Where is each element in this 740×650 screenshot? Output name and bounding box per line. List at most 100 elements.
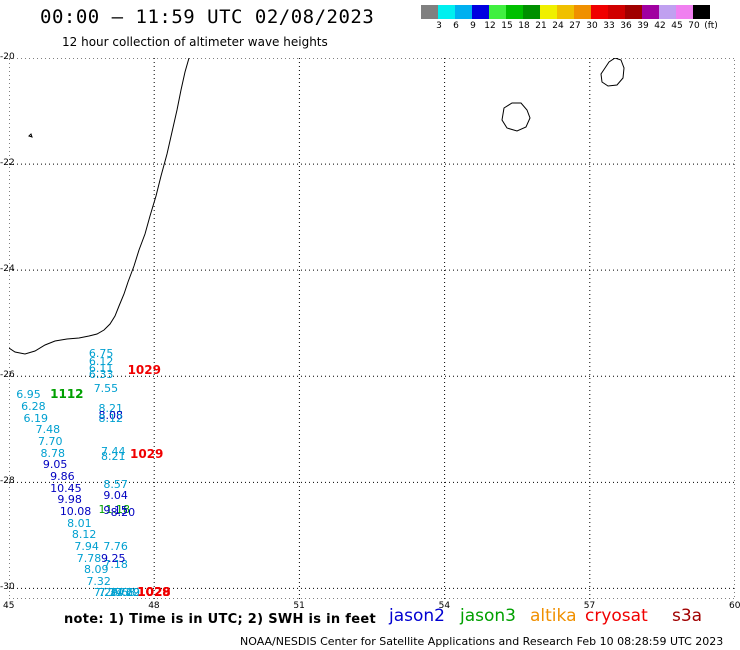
legend-label: 12	[484, 21, 496, 31]
map-plot-area: 6.75 6.12 6.11 6.33 7.55 1029 6.95 1112 6.28 6.19…	[9, 58, 735, 599]
legend-label: 9	[470, 21, 476, 31]
legend-swatch	[625, 5, 642, 19]
legend-label: 42	[654, 21, 666, 31]
legend-swatch	[574, 5, 591, 19]
legend-swatch	[506, 5, 523, 19]
wave-height-label: 8.57	[103, 477, 128, 491]
wave-height-label: 8.09	[84, 563, 109, 577]
wave-height-label: 6.28	[21, 399, 46, 413]
wave-height-label: 9.98	[57, 493, 82, 507]
wave-height-label: 6.95	[16, 387, 41, 401]
wave-height-label: 7.32	[86, 575, 111, 589]
footer-note: note: 1) Time is in UTC; 2) SWH is in fe…	[64, 612, 376, 627]
wave-height-label: 1112	[50, 386, 84, 401]
legend-swatch	[455, 5, 472, 19]
satellite-label-jason3: jason3	[460, 606, 516, 626]
wave-height-label: 7.62	[115, 586, 140, 599]
legend-swatch	[557, 5, 574, 19]
y-tick-label: -22	[0, 158, 15, 169]
wave-height-label: 8.20	[110, 505, 136, 519]
wave-height-label: 7.44	[100, 445, 126, 459]
x-tick-label: 51	[293, 601, 305, 611]
legend-label: 70	[688, 21, 700, 31]
wave-height-label: 8.12	[71, 528, 97, 542]
satellite-label-s3a: s3a	[672, 606, 703, 626]
legend-label: 30	[586, 21, 598, 31]
legend-label: 24	[552, 21, 564, 31]
legend-swatch	[540, 5, 557, 19]
wave-height-label: 7.37	[98, 586, 124, 599]
x-tick-label: 45	[3, 601, 15, 611]
y-tick-label: -24	[0, 264, 15, 275]
wave-height-label: 8.08	[98, 409, 124, 422]
wave-height-label: 8.21	[100, 449, 126, 463]
wave-height-label: 7.48	[35, 423, 61, 437]
wave-height-label: 7.79	[115, 586, 140, 599]
legend-swatch	[693, 5, 710, 19]
wave-height-label: 6.12	[88, 354, 114, 368]
legend-swatch	[472, 5, 489, 19]
legend-swatch	[421, 5, 438, 19]
wave-height-label: 10.45	[50, 481, 82, 495]
madagascar-coastline	[9, 58, 190, 355]
color-legend	[421, 5, 710, 19]
legend-label: 39	[637, 21, 649, 31]
legend-label: 33	[603, 21, 615, 31]
x-tick-label: 48	[148, 601, 160, 611]
legend-label: 45	[671, 21, 683, 31]
wave-height-label: 7.14	[98, 586, 124, 599]
reunion-island	[501, 102, 531, 132]
satellite-label-altika: altika	[530, 606, 577, 626]
wave-height-label: 7.70	[38, 435, 63, 448]
legend-label: 6	[453, 21, 459, 31]
wave-height-label: 8.78	[40, 446, 65, 460]
x-tick-label: 57	[583, 601, 596, 611]
legend-label: 18	[518, 21, 530, 31]
wave-height-label: 7.94	[74, 540, 99, 554]
wave-height-label: 9.05	[42, 458, 68, 472]
wave-height-label: 8.21	[98, 402, 124, 416]
map-canvas	[9, 58, 735, 599]
wave-height-label: 8.12	[98, 411, 124, 425]
legend-swatch	[608, 5, 625, 19]
wave-height-label: 7.68	[110, 586, 136, 599]
wave-height-label: 1028	[137, 585, 171, 599]
wave-height-label: 7.55	[93, 382, 119, 396]
wave-height-label: 10.08	[59, 505, 92, 519]
y-tick-label: -20	[0, 52, 15, 62]
wave-height-label: 6.33	[88, 367, 114, 381]
wave-height-label: 8.01	[67, 516, 92, 530]
wave-height-label: 9.86	[50, 470, 75, 483]
y-tick-label: -28	[0, 476, 15, 487]
wave-height-label: 6.75	[88, 346, 114, 360]
y-tick-label: -30	[0, 582, 15, 593]
legend-label: 15	[501, 21, 513, 31]
wave-height-label: 7.76	[103, 540, 128, 554]
wave-height-label: 9.15	[103, 504, 128, 518]
legend-label: 27	[569, 21, 581, 31]
legend-swatch	[676, 5, 693, 19]
legend-swatch	[659, 5, 676, 19]
wave-height-label: 1029	[127, 362, 161, 377]
mauritius-island	[600, 58, 625, 87]
wave-height-label: 1029	[130, 446, 164, 461]
legend-label: 21	[535, 21, 547, 31]
wave-height-label: 7.18	[103, 557, 128, 571]
legend-swatch	[523, 5, 540, 19]
legend-label: (ft)	[704, 21, 718, 31]
legend-swatch	[489, 5, 506, 19]
credit-line: NOAA/NESDIS Center for Satellite Applica…	[240, 635, 724, 648]
wave-height-label: 9.04	[103, 488, 128, 502]
legend-label: 36	[620, 21, 632, 31]
x-tick-label: 60	[729, 601, 740, 611]
wave-height-label: 1028	[137, 585, 171, 599]
wave-height-label: 1029	[137, 585, 171, 599]
wave-height-label: 7.29	[93, 586, 119, 599]
legend-swatch	[642, 5, 659, 19]
x-tick-label: 54	[438, 601, 451, 611]
satellite-label-jason2: jason2	[389, 606, 445, 626]
map-title: 00:00 – 11:59 UTC 02/08/2023	[40, 6, 375, 28]
map-subtitle: 12 hour collection of altimeter wave hei…	[62, 35, 328, 49]
wave-height-label: 6.11	[88, 362, 114, 376]
grid-lines	[9, 58, 735, 599]
